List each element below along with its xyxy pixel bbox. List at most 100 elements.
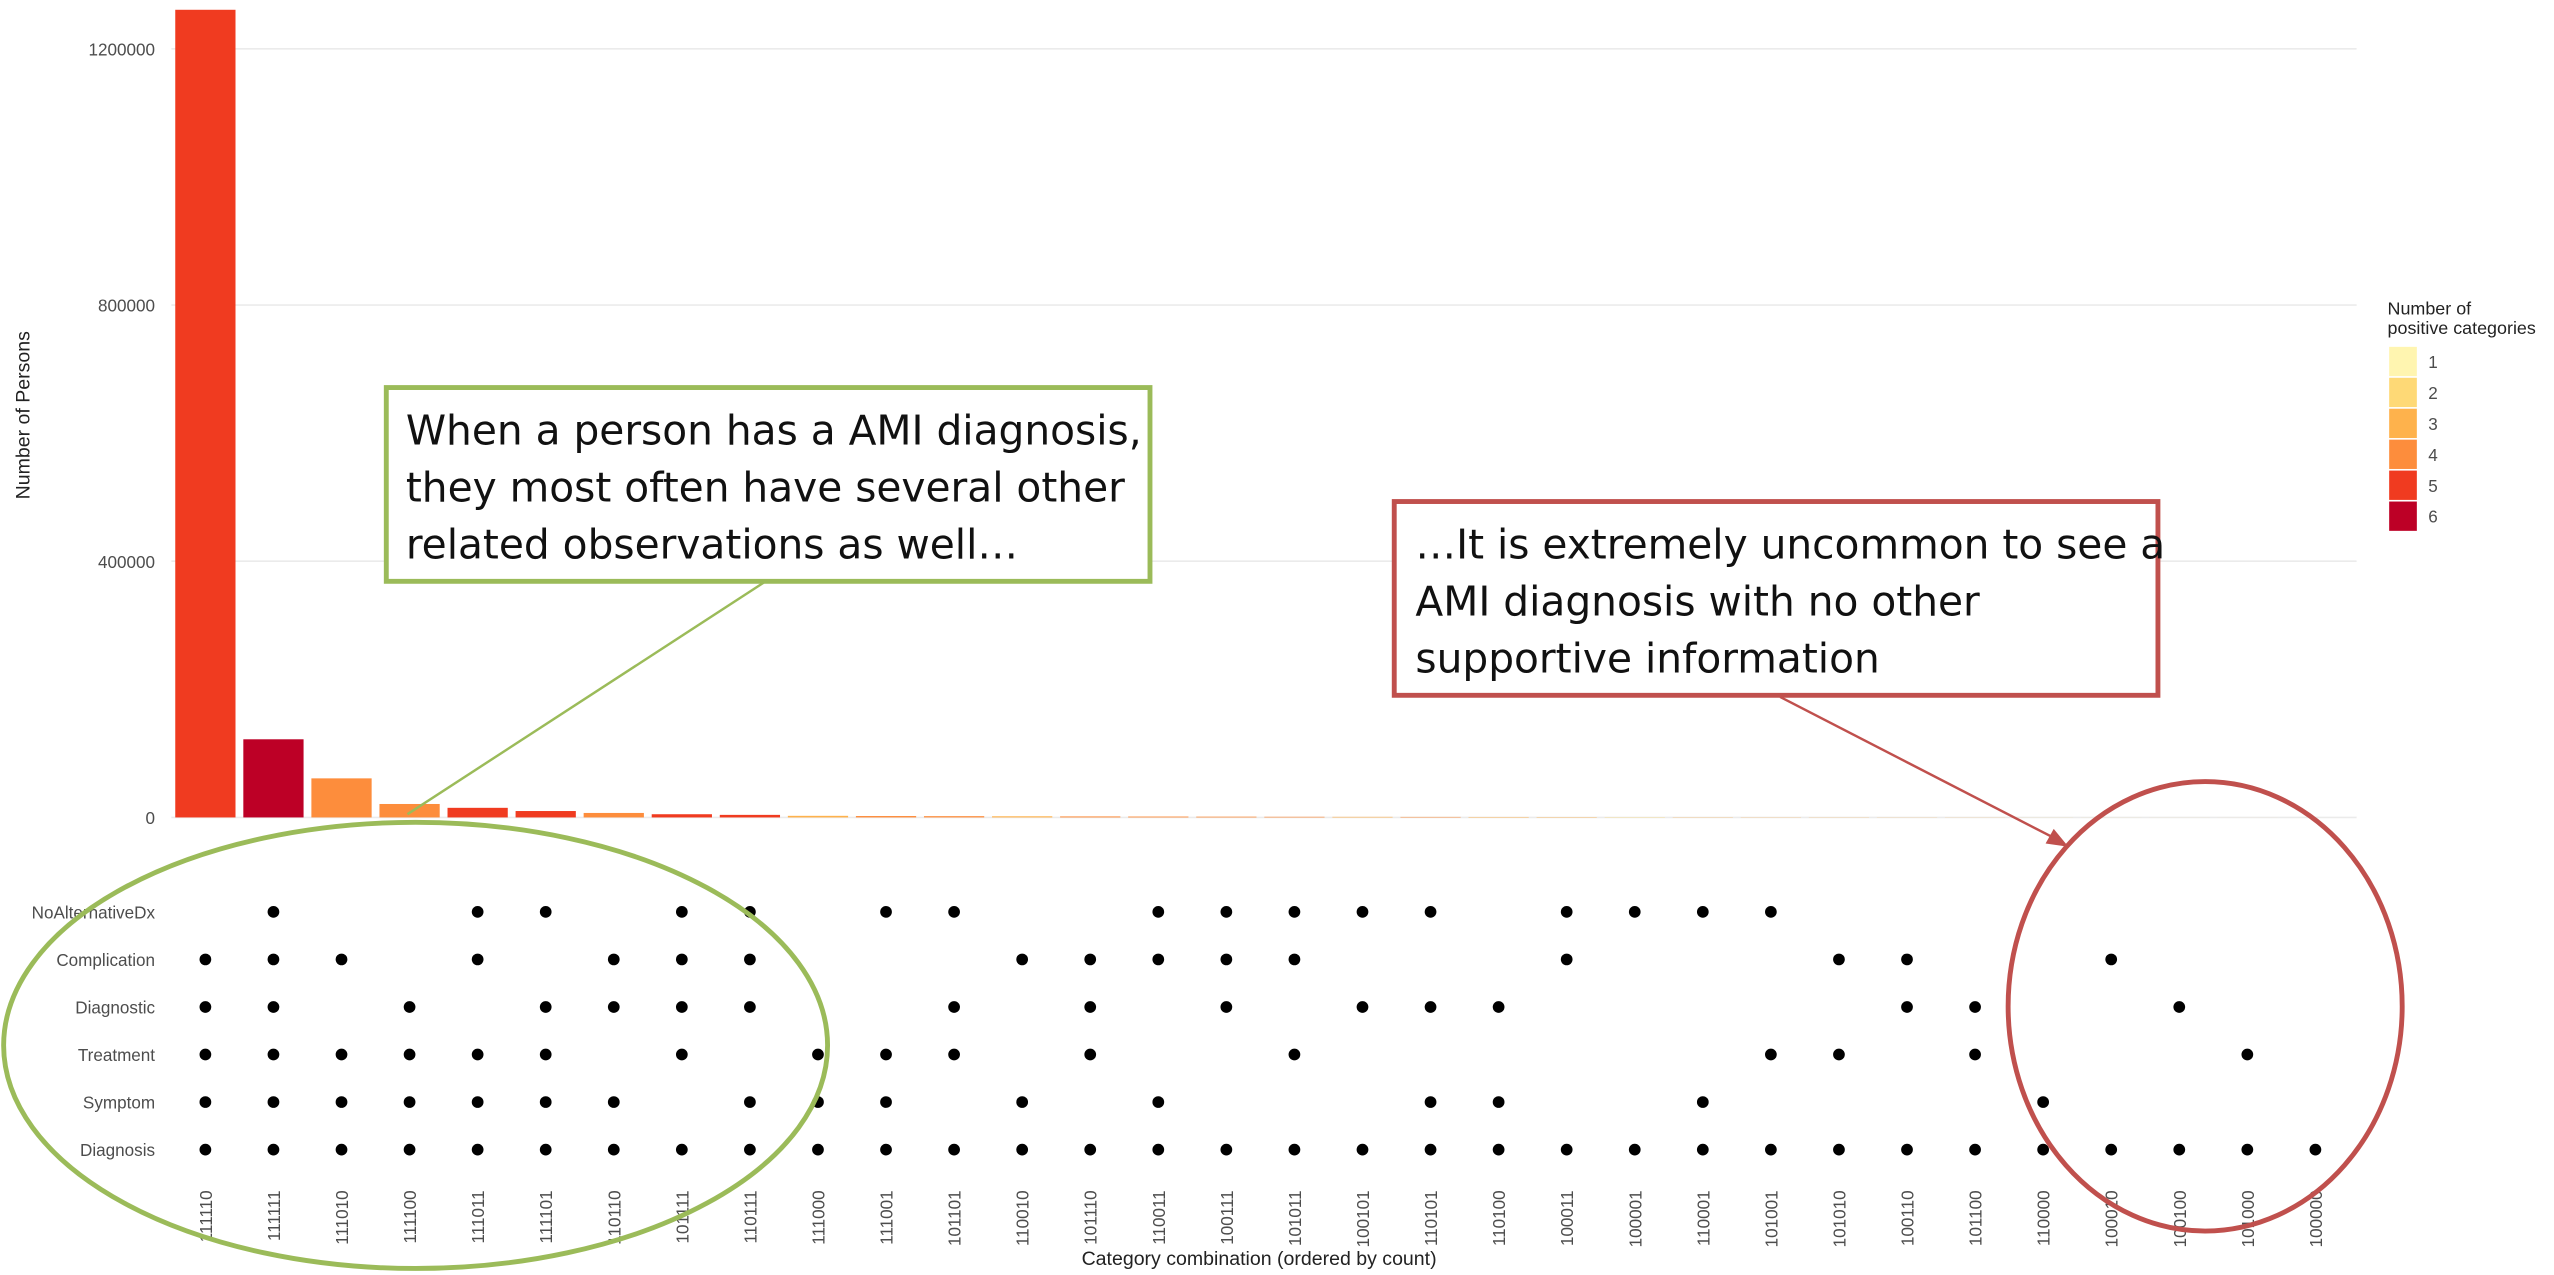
matrix-dot bbox=[1696, 1143, 1709, 1156]
matrix-dot bbox=[1901, 953, 1913, 966]
matrix-dot bbox=[607, 1001, 620, 1013]
x-tick-label: 101010 bbox=[1830, 1190, 1849, 1247]
matrix-dot bbox=[267, 1096, 280, 1108]
matrix-dot bbox=[1288, 1143, 1301, 1156]
matrix-dot bbox=[1696, 906, 1709, 918]
bar bbox=[651, 814, 712, 818]
annotation-text: AMI diagnosis with no other bbox=[1415, 578, 1980, 626]
matrix-dot bbox=[1560, 906, 1573, 918]
legend-label: 3 bbox=[2428, 415, 2437, 434]
matrix-dot bbox=[267, 1143, 280, 1156]
bar bbox=[379, 803, 440, 818]
y-tick-label: 0 bbox=[146, 809, 156, 828]
matrix-dot bbox=[744, 1143, 756, 1156]
highlight-ellipse bbox=[2005, 779, 2405, 1234]
annotation-text: they most often have several other bbox=[406, 464, 1125, 512]
matrix-dot bbox=[1424, 1001, 1437, 1013]
matrix-dot bbox=[812, 1143, 824, 1156]
matrix-dot bbox=[1969, 1001, 1981, 1013]
matrix-dot bbox=[1969, 1048, 1981, 1061]
annotation-box bbox=[383, 385, 1153, 584]
matrix-dot bbox=[1152, 1143, 1165, 1156]
matrix-dot bbox=[335, 953, 348, 966]
x-tick-label: 110000 bbox=[2035, 1190, 2054, 1246]
matrix-dot bbox=[1765, 906, 1777, 918]
matrix-dot bbox=[1833, 1048, 1845, 1061]
bar bbox=[583, 812, 644, 818]
x-tick-label: 100001 bbox=[1626, 1190, 1645, 1247]
x-tick-label: 110110 bbox=[605, 1190, 624, 1244]
matrix-dot bbox=[1288, 906, 1301, 918]
set-label: Diagnostic bbox=[75, 998, 155, 1017]
x-tick-label: 101101 bbox=[946, 1190, 965, 1246]
matrix-dot bbox=[1628, 906, 1641, 918]
matrix-dot bbox=[948, 906, 960, 918]
set-label: NoAlternativeDx bbox=[32, 903, 156, 922]
legend-swatch bbox=[2389, 408, 2417, 439]
annotation-text: related observations as well… bbox=[406, 521, 1018, 569]
matrix-dot bbox=[880, 1048, 892, 1061]
x-tick-label: 100110 bbox=[1899, 1190, 1918, 1246]
x-tick-label: 100100 bbox=[2171, 1190, 2190, 1247]
bar bbox=[1196, 816, 1257, 818]
annotation-text: …It is extremely uncommon to see a bbox=[1415, 521, 2165, 569]
x-tick-label: 110010 bbox=[1014, 1190, 1033, 1246]
matrix-dot bbox=[2037, 1143, 2050, 1156]
y-tick-label: 1200000 bbox=[89, 40, 155, 59]
matrix-dot bbox=[607, 953, 620, 966]
matrix-dot bbox=[1424, 1143, 1437, 1156]
matrix-dot bbox=[199, 1096, 212, 1108]
matrix-dot bbox=[1016, 1143, 1029, 1156]
matrix-dot bbox=[1492, 1001, 1505, 1013]
matrix-dot bbox=[539, 1048, 552, 1061]
callout-line bbox=[406, 580, 767, 816]
matrix-dot bbox=[675, 953, 688, 966]
matrix-dot bbox=[539, 906, 552, 918]
bar bbox=[1332, 816, 1393, 818]
matrix-dot bbox=[335, 1143, 348, 1156]
legend-swatch bbox=[2389, 439, 2417, 469]
x-tick-label: 111111 bbox=[265, 1190, 284, 1241]
legend-label: 4 bbox=[2428, 446, 2437, 465]
matrix-dot bbox=[267, 1048, 280, 1061]
legend-label: 5 bbox=[2428, 477, 2437, 496]
bar bbox=[923, 816, 985, 818]
matrix-dot bbox=[1220, 953, 1233, 966]
bar bbox=[1264, 816, 1325, 818]
legend-swatch bbox=[2389, 501, 2417, 531]
matrix-dot bbox=[812, 1048, 824, 1061]
x-axis-title: Category combination (ordered by count) bbox=[1082, 1248, 1437, 1270]
legend-swatch bbox=[2389, 346, 2417, 377]
set-label: Treatment bbox=[78, 1046, 155, 1065]
matrix-dot bbox=[2241, 1143, 2254, 1156]
x-tick-label: 111001 bbox=[878, 1190, 897, 1244]
matrix-dot bbox=[1084, 1143, 1097, 1156]
matrix-dot bbox=[948, 1001, 960, 1013]
matrix-dot bbox=[471, 953, 484, 966]
matrix-dot bbox=[471, 1048, 484, 1061]
x-tick-label: 110101 bbox=[1422, 1190, 1441, 1246]
matrix-dot bbox=[2037, 1096, 2050, 1108]
bar bbox=[719, 814, 781, 818]
matrix-dot bbox=[471, 906, 484, 918]
legend-swatch bbox=[2389, 470, 2417, 500]
matrix-dot bbox=[1492, 1143, 1505, 1156]
matrix-dot bbox=[1152, 1096, 1165, 1108]
x-tick-label: 110011 bbox=[1150, 1190, 1169, 1244]
x-tick-label: 100000 bbox=[2307, 1190, 2326, 1247]
x-tick-label: 110100 bbox=[1490, 1190, 1509, 1246]
matrix-dot bbox=[1356, 1001, 1369, 1013]
callout-line bbox=[1779, 695, 2056, 840]
matrix-dot bbox=[1424, 1096, 1437, 1108]
matrix-dot bbox=[1220, 906, 1233, 918]
matrix-dot bbox=[2105, 953, 2118, 966]
matrix-dot bbox=[880, 1096, 892, 1108]
legend-label: 6 bbox=[2428, 508, 2437, 527]
matrix-dot bbox=[1833, 1143, 1845, 1156]
x-tick-label: 110001 bbox=[1694, 1190, 1713, 1246]
annotation-text: When a person has a AMI diagnosis, bbox=[406, 407, 1142, 455]
y-axis-title: Number of Persons bbox=[13, 331, 35, 499]
bar bbox=[992, 816, 1053, 818]
